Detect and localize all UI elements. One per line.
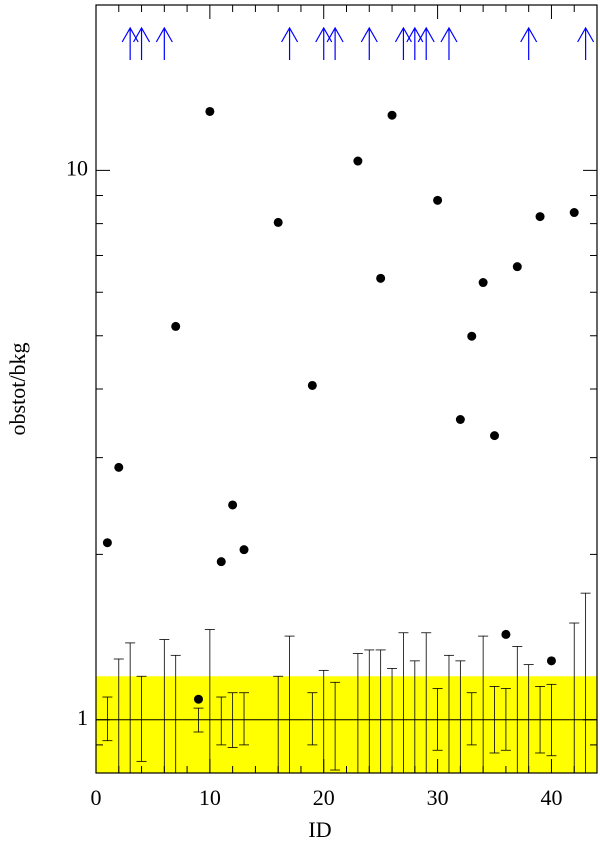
x-axis-label: ID <box>308 817 331 842</box>
plot-frame <box>95 4 598 774</box>
upper-limit-arrow <box>133 26 151 60</box>
band <box>96 676 597 773</box>
upper-limit-arrow <box>121 26 139 60</box>
upper-limit-arrow <box>417 26 435 60</box>
x-tick-label: 20 <box>313 785 335 810</box>
upper-limit-arrow <box>326 26 344 60</box>
point <box>455 415 465 425</box>
upper-limit-arrow <box>360 26 378 60</box>
point <box>478 278 488 288</box>
point <box>205 106 215 116</box>
y-axis-label: obstot/bkg <box>5 343 30 436</box>
point <box>239 545 249 555</box>
point <box>467 331 477 341</box>
point <box>307 380 317 390</box>
upper-limit-arrow <box>155 26 173 60</box>
point <box>433 195 443 205</box>
point <box>171 321 181 331</box>
upper-limit-arrow <box>440 26 458 60</box>
x-tick-label: 10 <box>199 785 221 810</box>
upper-limit-arrow <box>394 26 412 60</box>
point <box>501 629 511 639</box>
point <box>569 208 579 218</box>
point <box>216 557 226 567</box>
point <box>228 500 238 510</box>
point <box>102 538 112 548</box>
point <box>387 110 397 120</box>
point <box>193 694 203 704</box>
point <box>490 431 500 441</box>
point <box>353 156 363 166</box>
upper-limit-arrow <box>315 26 333 60</box>
upper-limit-arrow <box>520 26 538 60</box>
upper-limit-arrow <box>406 26 424 60</box>
y-tick-label: 10 <box>66 155 88 180</box>
point <box>546 656 556 666</box>
y-tick-label: 1 <box>77 705 88 730</box>
point <box>512 262 522 272</box>
upper-limit-arrow <box>281 26 299 60</box>
x-tick-label: 40 <box>540 785 562 810</box>
point <box>114 462 124 472</box>
point <box>273 217 283 227</box>
point <box>535 212 545 222</box>
x-tick-label: 0 <box>91 785 102 810</box>
upper-limit-arrow <box>577 26 595 60</box>
point <box>376 273 386 283</box>
x-tick-label: 30 <box>427 785 449 810</box>
